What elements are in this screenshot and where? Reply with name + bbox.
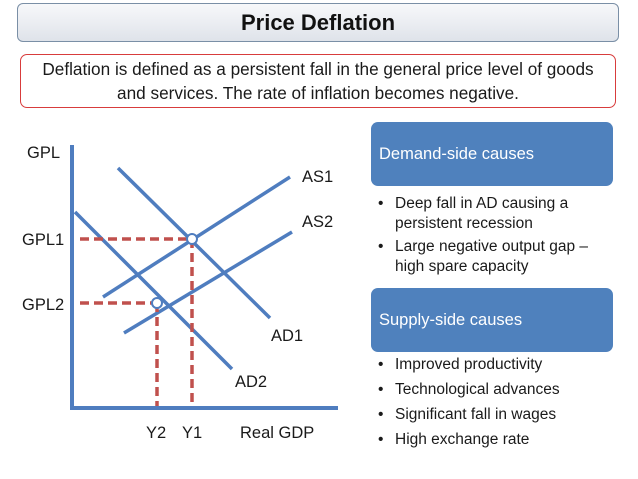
supply-side-title: Supply-side causes <box>379 310 523 329</box>
demand-side-title: Demand-side causes <box>379 144 534 163</box>
demand-side-list: Deep fall in AD causing a persistent rec… <box>378 194 618 280</box>
gpl1-label: GPL1 <box>22 231 64 249</box>
x-axis-label: Real GDP <box>240 424 314 442</box>
list-item: Technological advances <box>378 380 618 400</box>
ad2-label: AD2 <box>235 373 267 391</box>
page-title: Price Deflation <box>240 9 396 35</box>
equilibrium-point-2 <box>151 297 163 309</box>
demand-side-header: Demand-side causes <box>371 122 613 186</box>
ad-as-diagram: GPL Real GDP AS1 AS2 AD1 AD2 GPL1 GPL2 Y… <box>22 144 338 442</box>
list-item: Improved productivity <box>378 355 618 375</box>
definition-box: Deflation is defined as a persistent fal… <box>20 54 616 108</box>
list-item: Significant fall in wages <box>378 405 618 425</box>
ad1-label: AD1 <box>271 327 303 345</box>
y-axis-label: GPL <box>27 144 60 162</box>
gpl2-label: GPL2 <box>22 296 64 314</box>
as2-curve <box>123 230 293 335</box>
list-item: High exchange rate <box>378 430 618 450</box>
equilibrium-point-1 <box>186 233 198 245</box>
definition-text: Deflation is defined as a persistent fal… <box>42 59 594 103</box>
as1-label: AS1 <box>302 168 333 186</box>
title-banner: Price Deflation <box>17 3 619 42</box>
list-item: Deep fall in AD causing a persistent rec… <box>378 194 618 234</box>
as2-label: AS2 <box>302 213 333 231</box>
list-item: Large negative output gap – high spare c… <box>378 237 618 277</box>
supply-side-list: Improved productivity Technological adva… <box>378 355 618 455</box>
y1-label: Y1 <box>182 424 202 442</box>
y2-label: Y2 <box>146 424 166 442</box>
supply-side-header: Supply-side causes <box>371 288 613 352</box>
ad2-curve <box>73 210 234 371</box>
